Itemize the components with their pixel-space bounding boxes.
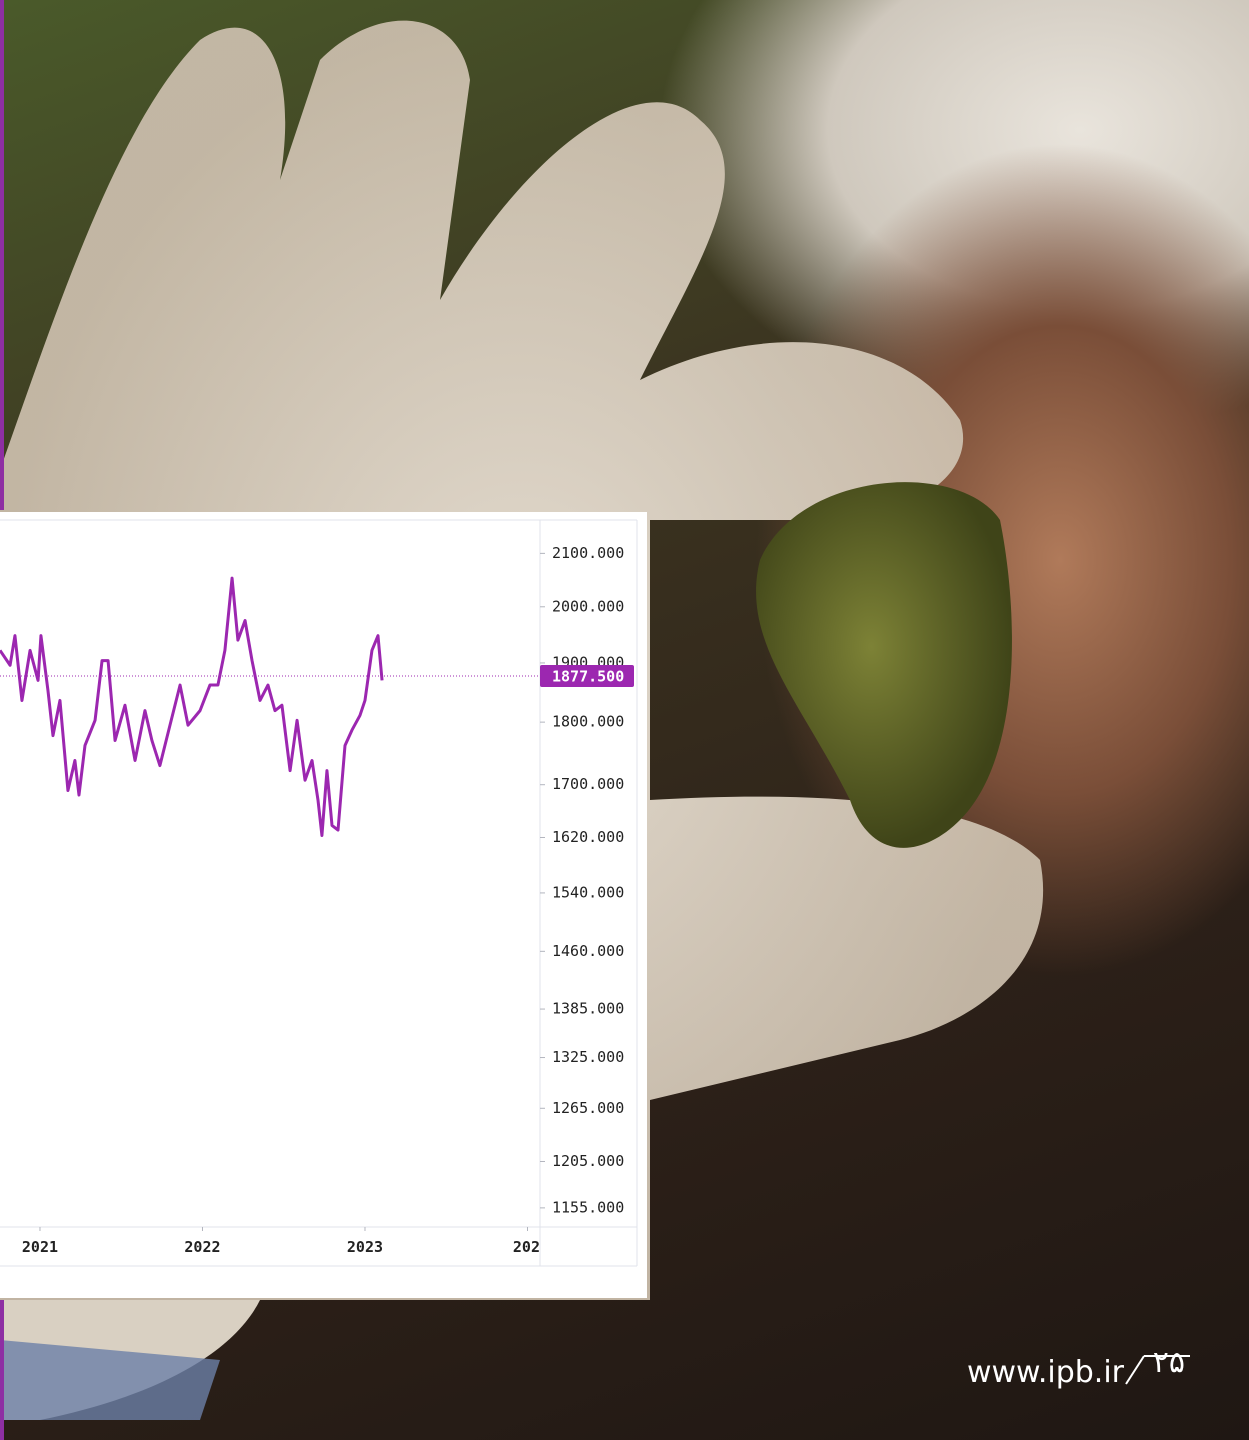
y-tick-label: 2100.000 bbox=[552, 544, 624, 562]
y-tick-label: 2000.000 bbox=[552, 597, 624, 615]
separator bbox=[1126, 1356, 1144, 1384]
y-tick-label: 1700.000 bbox=[552, 775, 624, 793]
last-price-label: 1877.500 bbox=[552, 667, 624, 685]
y-tick-label: 1800.000 bbox=[552, 713, 624, 731]
y-tick-label: 1155.000 bbox=[552, 1198, 624, 1216]
x-tick-label: 2023 bbox=[347, 1238, 383, 1256]
y-tick-label: 1540.000 bbox=[552, 883, 624, 901]
x-tick-label: 202 bbox=[513, 1238, 540, 1256]
chart-panel bbox=[0, 512, 647, 1298]
x-tick-label: 2022 bbox=[184, 1238, 220, 1256]
y-tick-label: 1460.000 bbox=[552, 942, 624, 960]
y-tick-label: 1620.000 bbox=[552, 828, 624, 846]
y-tick-label: 1325.000 bbox=[552, 1048, 624, 1066]
site-url: www.ipb.ir bbox=[967, 1355, 1125, 1390]
y-tick-label: 1205.000 bbox=[552, 1152, 624, 1170]
x-tick-label: 2021 bbox=[22, 1238, 58, 1256]
chart: ۲۵ www.ipb.ir 2100.0002000.0001900.00018… bbox=[0, 0, 1249, 1440]
y-tick-label: 1265.000 bbox=[552, 1099, 624, 1117]
page: {"chart_data": {"type": "line", "log_y":… bbox=[0, 0, 1249, 1440]
y-tick-label: 1385.000 bbox=[552, 1000, 624, 1018]
page-number: ۲۵ bbox=[1153, 1345, 1185, 1380]
